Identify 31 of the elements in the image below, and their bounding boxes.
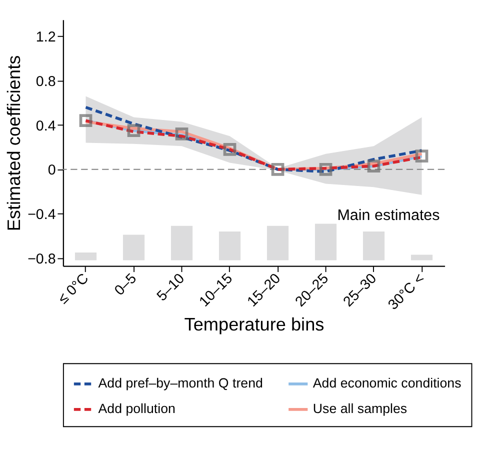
bar [314, 224, 337, 260]
annotation: Main estimates [337, 207, 440, 224]
y-tick-label: 1.2 [36, 30, 56, 46]
legend-label: Use all samples [312, 401, 408, 416]
legend-label: Add pollution [98, 401, 176, 416]
bar [74, 252, 97, 260]
y-tick-label: 0 [48, 162, 56, 179]
x-axis-title: Temperature bins [184, 314, 324, 335]
bar [218, 231, 241, 260]
point [127, 124, 140, 138]
point [223, 142, 236, 156]
point [415, 150, 428, 163]
bar [170, 226, 193, 260]
bar [362, 231, 385, 260]
bar [266, 226, 289, 260]
y-tick-label: −0.4 [28, 206, 56, 223]
point [175, 127, 188, 140]
x-tick-label: 0–5 [112, 270, 140, 299]
point [79, 114, 92, 128]
point [271, 162, 284, 176]
legend-label: Add economic conditions [312, 376, 462, 391]
point [367, 160, 380, 172]
x-tick-label: ≤ 0°C [55, 270, 92, 308]
y-tick-label: 0.4 [36, 118, 56, 134]
y-axis-title: Estimated coefficients [4, 55, 24, 232]
bar [122, 234, 145, 260]
y-tick-label: −0.8 [28, 251, 56, 268]
y-tick-label: 0.8 [36, 74, 56, 90]
legend-label: Add pref–by–month Q trend [98, 376, 263, 391]
bar [410, 254, 433, 260]
point [319, 162, 332, 176]
